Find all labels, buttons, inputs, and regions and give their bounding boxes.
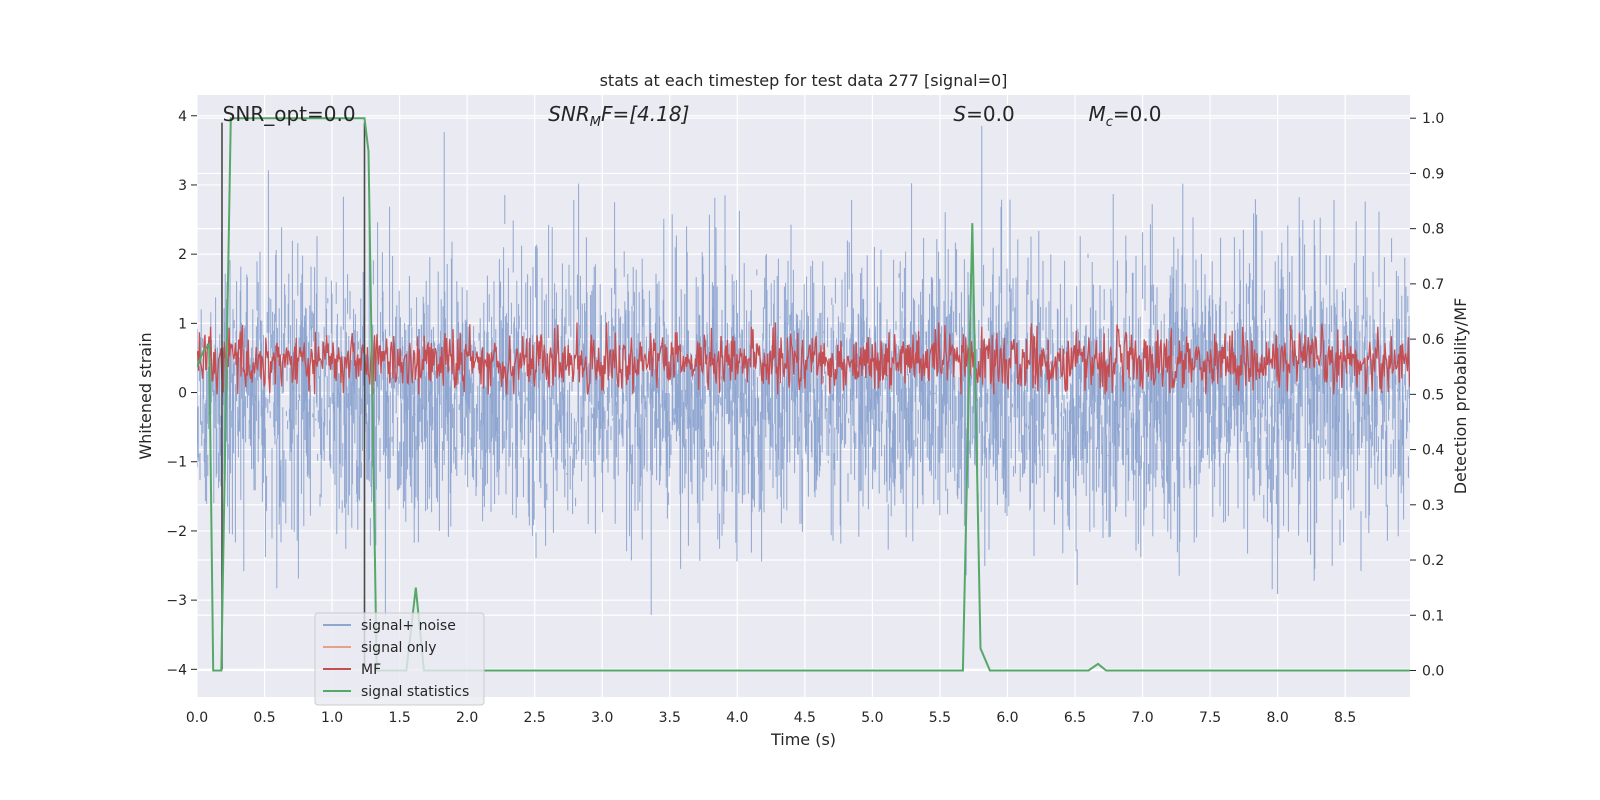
legend-label: signal statistics [361,684,469,700]
annotation-s-symbol: S [953,102,966,126]
annotation-mc: Mc=0.0 [1089,102,1162,130]
right-y-tick-label: 0.1 [1422,608,1444,624]
chart-title: stats at each timestep for test data 277… [600,71,1008,90]
x-tick-label: 6.0 [996,710,1018,726]
legend-label: MF [361,662,381,678]
left-y-tick-label: 4 [178,109,187,125]
legend: signal+ noise signal only MF signal statist… [314,612,485,706]
x-tick-label: 0.0 [186,710,208,726]
right-y-axis-label: Detection probability/MF [1451,298,1470,495]
x-tick-label: 4.0 [726,710,748,726]
legend-label: signal only [361,640,436,656]
annotation-snr-opt: SNR_opt=0.0 [223,102,356,126]
annotation-snr-mf-sub: M [590,115,601,130]
right-y-tick-label: 0.3 [1422,498,1444,514]
x-tick-label: 8.5 [1334,710,1356,726]
x-tick-label: 1.0 [321,710,343,726]
annotation-mc-symbol: M [1089,102,1106,126]
plot-area [196,95,1410,697]
x-tick-label: 3.0 [591,710,613,726]
x-tick-label: 7.0 [1131,710,1153,726]
x-tick-label: 1.5 [388,710,410,726]
right-y-tick-label: 0.7 [1422,277,1444,293]
right-y-tick-label: 0.4 [1422,443,1444,459]
legend-items: signal+ noise signal only MF signal statist… [323,618,469,700]
right-y-tick-label: 0.5 [1422,387,1444,403]
mf-series [197,322,1410,395]
left-y-tick-label: −2 [166,524,187,540]
right-y-tick-label: 0.9 [1422,166,1444,182]
signal-noise-line [197,125,1410,616]
annotation-mc-sub: c [1106,115,1113,130]
mf-line [197,322,1410,395]
x-tick-label: 2.5 [524,710,546,726]
x-tick-label: 8.0 [1266,710,1288,726]
right-y-tick-label: 0.2 [1422,553,1444,569]
x-tick-label: 5.5 [929,710,951,726]
left-y-tick-label: −1 [166,455,187,471]
left-y-axis-ticks: 4 3 2 1 0 −1 −2 −3 −4 [166,109,197,678]
left-y-tick-label: 2 [178,247,187,263]
x-tick-label: 7.5 [1199,710,1221,726]
legend-box [314,612,485,706]
x-tick-label: 3.5 [659,710,681,726]
annotation-snr-mf-value: F=[4.18] [601,102,689,126]
signal-noise-series [197,125,1410,616]
x-tick-label: 2.0 [456,710,478,726]
x-tick-label: 5.0 [861,710,883,726]
annotation-s-value: =0.0 [966,102,1015,126]
right-y-axis-ticks: 1.0 0.9 0.8 0.7 0.6 0.5 0.4 0.3 0.2 0.1 0.0 [1410,111,1444,679]
left-y-tick-label: −3 [166,593,187,609]
left-y-axis-label: Whitened strain [136,332,155,459]
right-y-tick-label: 0.0 [1422,663,1444,679]
left-y-tick-label: 0 [178,386,187,402]
legend-label: signal+ noise [361,618,456,634]
annotation-snr-mf: SNRMF=[4.18] [548,102,689,130]
right-y-tick-label: 0.8 [1422,222,1444,238]
annotation-s: S=0.0 [953,102,1014,126]
left-y-tick-label: 1 [178,316,187,332]
x-axis-label: Time (s) [770,730,836,749]
annotation-mc-value: =0.0 [1113,102,1162,126]
left-y-tick-label: 3 [178,178,187,194]
left-y-tick-label: −4 [166,662,187,678]
x-axis-ticks: 0.0 0.5 1.0 1.5 2.0 2.5 3.0 3.5 4.0 4.5 5.0 5.5 6.0 6… [186,710,1356,726]
right-y-tick-label: 0.6 [1422,332,1444,348]
x-tick-label: 6.5 [1064,710,1086,726]
x-tick-label: 0.5 [253,710,275,726]
x-tick-label: 4.5 [794,710,816,726]
annotation-snr-mf-main: SNR [548,102,590,126]
right-y-tick-label: 1.0 [1422,111,1444,127]
